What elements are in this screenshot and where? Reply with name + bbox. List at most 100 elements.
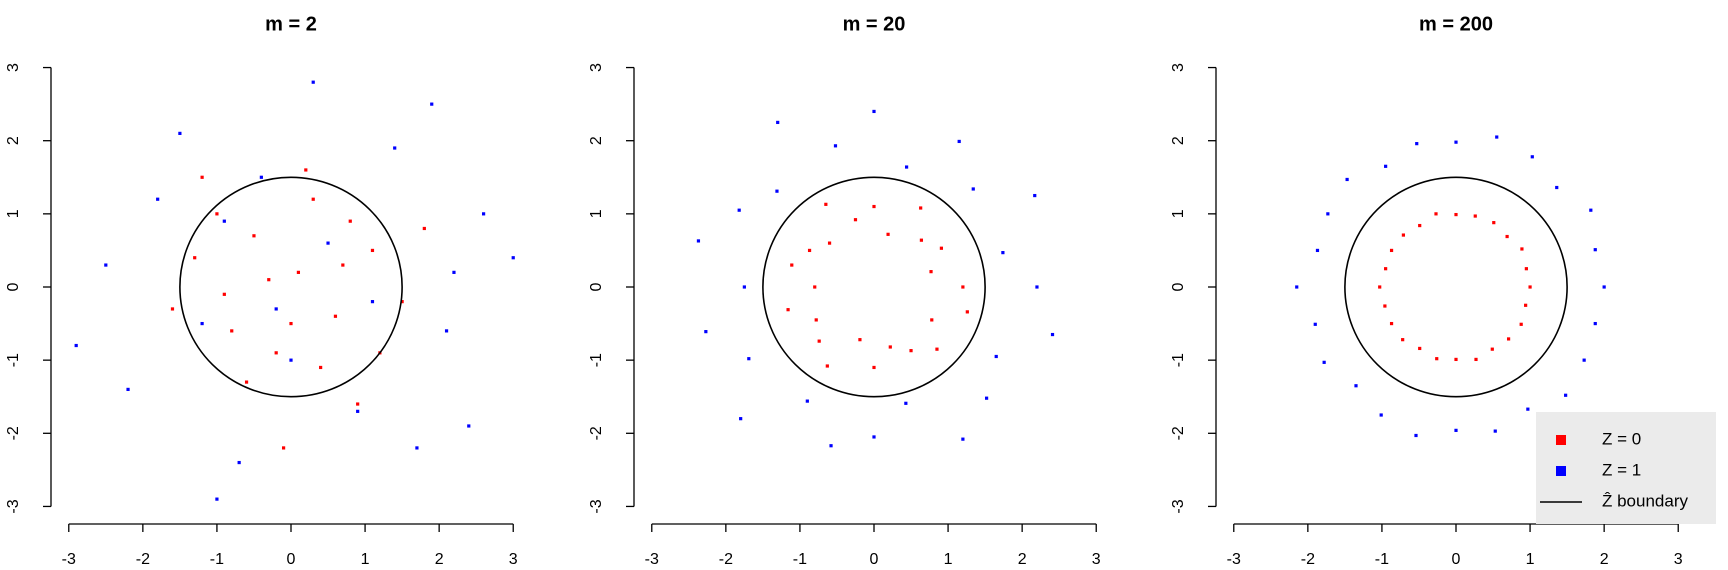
x-tick-label: -1 bbox=[1375, 551, 1389, 568]
panel: m = 2 -3 -2 -1 0 1 2 3 -3 -2 -1 0 1 2 3 bbox=[5, 13, 518, 568]
x-tick-label: 1 bbox=[944, 551, 953, 568]
point bbox=[126, 387, 130, 392]
legend-label: Z = 0 bbox=[1602, 429, 1641, 448]
point bbox=[1602, 285, 1606, 289]
point bbox=[289, 358, 293, 362]
point bbox=[935, 347, 939, 351]
y-tick-label: 2 bbox=[588, 136, 605, 145]
point bbox=[1593, 248, 1597, 252]
point bbox=[281, 446, 286, 450]
point bbox=[222, 292, 226, 296]
point bbox=[200, 321, 204, 326]
point bbox=[296, 270, 301, 274]
y-tick-label: -3 bbox=[5, 499, 22, 513]
point bbox=[1492, 221, 1496, 225]
point bbox=[919, 206, 923, 210]
point bbox=[178, 131, 182, 135]
point bbox=[775, 189, 779, 193]
y-tick-label: 1 bbox=[5, 209, 22, 218]
point bbox=[858, 338, 862, 342]
point bbox=[827, 241, 832, 245]
point bbox=[1490, 347, 1494, 351]
point bbox=[1001, 251, 1005, 255]
x-tick-label: -1 bbox=[793, 551, 807, 568]
point bbox=[1384, 164, 1388, 168]
legend-label: Ẑ boundary bbox=[1602, 491, 1688, 510]
point bbox=[430, 102, 434, 106]
point bbox=[1050, 332, 1055, 337]
y-tick-label: -2 bbox=[588, 426, 605, 440]
point bbox=[267, 278, 271, 282]
point bbox=[74, 343, 78, 348]
y-tick-label: 3 bbox=[1170, 63, 1187, 72]
point bbox=[237, 460, 241, 465]
legend-swatch bbox=[1556, 466, 1566, 476]
point bbox=[872, 435, 876, 439]
point bbox=[289, 321, 293, 326]
point bbox=[215, 212, 219, 216]
x-tick-label: 3 bbox=[509, 551, 518, 568]
panel-title: m = 200 bbox=[1419, 13, 1493, 35]
y-tick-label: 0 bbox=[5, 282, 22, 291]
point bbox=[230, 329, 234, 333]
point bbox=[1473, 214, 1477, 218]
point bbox=[1379, 413, 1383, 417]
y-tick-label: 1 bbox=[588, 209, 605, 218]
y-tick-label: -1 bbox=[588, 353, 605, 367]
point bbox=[1555, 185, 1559, 190]
point bbox=[1454, 212, 1458, 217]
point bbox=[1418, 346, 1422, 351]
point bbox=[1526, 407, 1530, 411]
point bbox=[1378, 285, 1382, 289]
point bbox=[965, 310, 969, 314]
point bbox=[341, 263, 345, 267]
point bbox=[904, 401, 908, 405]
point bbox=[356, 402, 360, 406]
point bbox=[511, 256, 515, 260]
point bbox=[971, 187, 975, 191]
point bbox=[370, 248, 375, 253]
legend-swatch bbox=[1556, 435, 1566, 445]
y-tick-label: -3 bbox=[588, 499, 605, 513]
point bbox=[393, 146, 397, 150]
point bbox=[156, 197, 160, 201]
point bbox=[193, 256, 197, 260]
x-tick-label: 2 bbox=[435, 551, 444, 568]
x-tick-label: -3 bbox=[1227, 551, 1241, 568]
point bbox=[984, 396, 989, 400]
point bbox=[333, 314, 338, 318]
point bbox=[1582, 358, 1586, 362]
boundary-circle bbox=[762, 176, 986, 398]
point bbox=[961, 285, 965, 289]
point bbox=[1326, 212, 1330, 216]
point bbox=[1389, 321, 1394, 326]
point bbox=[1295, 285, 1299, 289]
point bbox=[319, 365, 323, 370]
point bbox=[814, 318, 818, 322]
point bbox=[1401, 233, 1406, 237]
point bbox=[1528, 285, 1532, 289]
point bbox=[1414, 433, 1418, 438]
x-tick-label: -2 bbox=[136, 551, 150, 568]
y-tick-label: 2 bbox=[1170, 136, 1187, 145]
x-tick-label: -3 bbox=[62, 551, 76, 568]
point bbox=[1493, 429, 1497, 433]
y-tick-label: 0 bbox=[588, 282, 605, 291]
point bbox=[444, 329, 449, 333]
point bbox=[222, 219, 226, 223]
point bbox=[1524, 303, 1528, 307]
point bbox=[807, 248, 812, 253]
point bbox=[1454, 357, 1458, 362]
point bbox=[739, 417, 743, 421]
point bbox=[1322, 360, 1326, 364]
point bbox=[452, 270, 456, 274]
point bbox=[215, 497, 219, 501]
point bbox=[1520, 247, 1524, 251]
point bbox=[1474, 357, 1478, 362]
point bbox=[961, 437, 965, 441]
x-tick-label: -2 bbox=[1301, 551, 1315, 568]
point bbox=[1345, 177, 1349, 182]
point bbox=[1384, 267, 1388, 271]
point bbox=[817, 339, 821, 343]
